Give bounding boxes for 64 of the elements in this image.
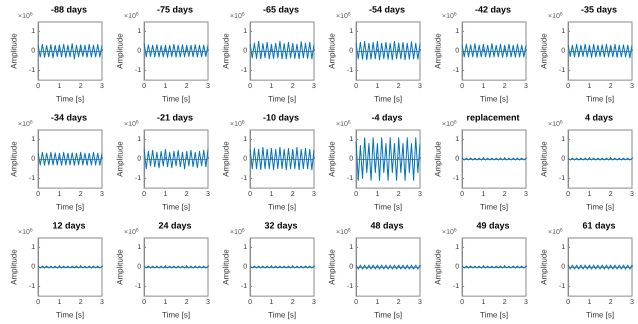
x-axis-title: Time [s] bbox=[374, 202, 402, 212]
x-axis-title: Time [s] bbox=[162, 202, 190, 212]
chart-title: -10 days bbox=[262, 112, 300, 122]
chart-title: 48 days bbox=[370, 220, 404, 230]
x-axis-title: Time [s] bbox=[480, 202, 508, 212]
chart-title: -54 days bbox=[368, 4, 406, 14]
chart-title: -4 days bbox=[371, 112, 403, 122]
chart-title: -35 days bbox=[580, 4, 618, 14]
x-axis-title: Time [s] bbox=[56, 202, 84, 212]
line-series bbox=[462, 43, 526, 58]
y-axis-title: Amplitude bbox=[328, 32, 336, 69]
y-axis-title: Amplitude bbox=[540, 140, 548, 177]
y-axis-title: Amplitude bbox=[222, 32, 230, 69]
y-axis-title: Amplitude bbox=[328, 140, 336, 177]
y-axis-title: Amplitude bbox=[10, 32, 18, 69]
chart-title: -34 days bbox=[50, 112, 88, 122]
line-series bbox=[250, 40, 314, 60]
line-series bbox=[250, 146, 314, 170]
x-axis-title: Time [s] bbox=[56, 310, 84, 320]
y-axis-title: Amplitude bbox=[10, 248, 18, 285]
line-series bbox=[144, 42, 208, 58]
y-axis-title: Amplitude bbox=[434, 32, 442, 69]
y-axis-title: Amplitude bbox=[222, 140, 230, 177]
chart-title: -75 days bbox=[156, 4, 194, 14]
line-series bbox=[144, 148, 208, 170]
chart-title: replacement bbox=[466, 112, 520, 122]
y-axis-title: Amplitude bbox=[540, 32, 548, 69]
y-axis-title: Amplitude bbox=[434, 248, 442, 285]
y-axis-title: Amplitude bbox=[222, 248, 230, 285]
line-series bbox=[356, 137, 420, 181]
y-axis-title: Amplitude bbox=[434, 140, 442, 177]
chart-title: -88 days bbox=[50, 4, 88, 14]
chart-title: 32 days bbox=[264, 220, 298, 230]
x-axis-title: Time [s] bbox=[374, 310, 402, 320]
x-axis-title: Time [s] bbox=[268, 310, 296, 320]
x-axis-title: Time [s] bbox=[480, 310, 508, 320]
y-axis-title: Amplitude bbox=[116, 140, 124, 177]
chart-title: -21 days bbox=[156, 112, 194, 122]
x-axis-title: Time [s] bbox=[268, 202, 296, 212]
x-axis-title: Time [s] bbox=[586, 94, 614, 104]
chart-title: -65 days bbox=[262, 4, 300, 14]
x-axis-title: Time [s] bbox=[374, 94, 402, 104]
chart-title: 24 days bbox=[158, 220, 192, 230]
x-axis-title: Time [s] bbox=[56, 94, 84, 104]
chart-title: 49 days bbox=[476, 220, 510, 230]
x-axis-title: Time [s] bbox=[162, 310, 190, 320]
x-axis-title: Time [s] bbox=[162, 94, 190, 104]
y-axis-title: Amplitude bbox=[540, 248, 548, 285]
line-series bbox=[568, 44, 632, 58]
x-axis-title: Time [s] bbox=[268, 94, 296, 104]
line-series bbox=[38, 152, 102, 166]
x-axis-title: Time [s] bbox=[586, 202, 614, 212]
x-axis-title: Time [s] bbox=[586, 310, 614, 320]
y-axis-title: Amplitude bbox=[116, 32, 124, 69]
chart-title: -42 days bbox=[474, 4, 512, 14]
chart-title: 61 days bbox=[582, 220, 616, 230]
y-axis-title: Amplitude bbox=[116, 248, 124, 285]
line-series bbox=[356, 40, 420, 60]
x-axis-title: Time [s] bbox=[480, 94, 508, 104]
chart-title: 12 days bbox=[52, 220, 86, 230]
chart-title: 4 days bbox=[584, 112, 614, 122]
line-series bbox=[38, 43, 102, 60]
y-axis-title: Amplitude bbox=[328, 248, 336, 285]
y-axis-title: Amplitude bbox=[10, 140, 18, 177]
